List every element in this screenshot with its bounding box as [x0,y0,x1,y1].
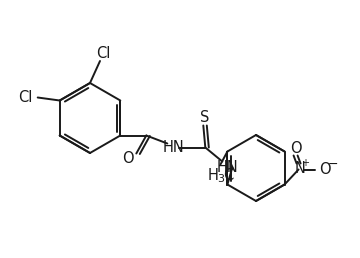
Text: C: C [223,168,234,183]
Text: O: O [122,151,134,166]
Text: S: S [200,110,209,125]
Text: O: O [290,141,301,156]
Text: +: + [301,158,309,168]
Text: Cl: Cl [96,46,110,61]
Text: Cl: Cl [18,90,33,105]
Text: N: N [294,161,305,176]
Text: 3: 3 [217,174,224,184]
Text: H: H [208,168,219,183]
Text: O: O [319,162,330,177]
Text: −: − [327,158,338,171]
Text: HN: HN [216,160,238,175]
Text: HN: HN [162,140,184,155]
